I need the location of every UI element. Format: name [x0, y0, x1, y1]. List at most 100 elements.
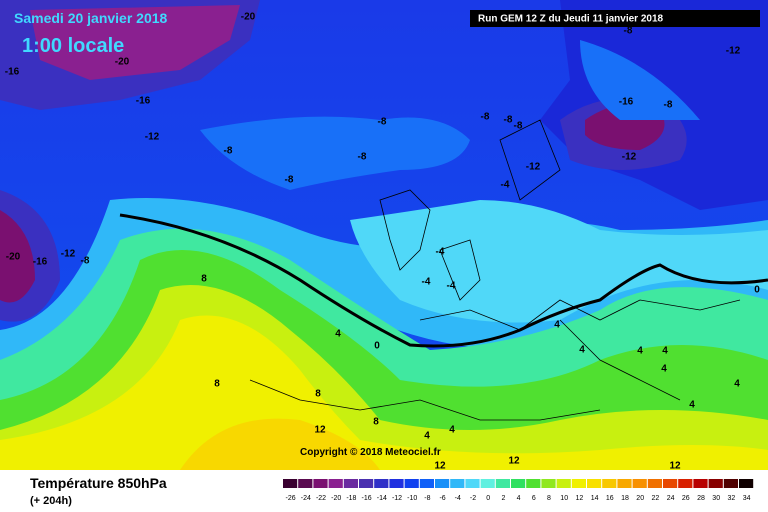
colorbar-swatch — [313, 479, 328, 488]
colorbar-tick-label: 30 — [712, 495, 720, 502]
contour-label: 12 — [508, 456, 520, 467]
colorbar-tick-label: -10 — [407, 495, 417, 502]
run-info: Run GEM 12 Z du Jeudi 11 janvier 2018 — [478, 14, 664, 25]
colorbar-tick-label: -22 — [316, 495, 326, 502]
run-box — [470, 10, 760, 27]
contour-label: -8 — [664, 100, 673, 111]
contour-label: 4 — [424, 431, 430, 442]
colorbar-swatch — [495, 479, 510, 488]
contour-label: 12 — [669, 461, 681, 472]
colorbar-swatch — [435, 479, 450, 488]
contour-label: -16 — [619, 97, 634, 108]
colorbar-swatch — [571, 479, 586, 488]
colorbar-tick-label: 22 — [652, 495, 660, 502]
colorbar-tick-label: -4 — [455, 495, 461, 502]
colorbar-swatch — [404, 479, 419, 488]
contour-label: -12 — [61, 249, 76, 260]
colorbar-swatch — [480, 479, 495, 488]
colorbar-swatch — [647, 479, 662, 488]
colorbar-swatch — [708, 479, 723, 488]
colorbar-swatch — [298, 479, 313, 488]
colorbar-swatch — [526, 479, 541, 488]
contour-label: 12 — [434, 461, 446, 472]
colorbar-swatch — [617, 479, 632, 488]
contour-label: -4 — [501, 180, 510, 191]
colorbar-tick-label: 34 — [743, 495, 751, 502]
contour-label: 8 — [315, 389, 321, 400]
contour-label: 4 — [662, 346, 668, 357]
contour-label: 4 — [449, 425, 455, 436]
colorbar-tick-label: -24 — [301, 495, 311, 502]
lead-time: (+ 204h) — [30, 495, 72, 507]
colorbar-swatch — [723, 479, 738, 488]
colorbar-tick-label: -8 — [424, 495, 430, 502]
product-title: Température 850hPa — [30, 475, 167, 491]
map — [0, 0, 768, 470]
footer-bar — [0, 470, 768, 512]
colorbar-swatch — [343, 479, 358, 488]
colorbar-swatch — [465, 479, 480, 488]
colorbar-tick-label: -16 — [362, 495, 372, 502]
contour-label: -8 — [285, 175, 294, 186]
contour-label: 4 — [689, 400, 695, 411]
contour-label: -4 — [436, 247, 445, 258]
contour-labels: -20-20-16-16-12-8-8-8-8-8 -8-8-12-4-16 -8-… — [5, 12, 760, 472]
colorbar-swatch — [389, 479, 404, 488]
contour-label: 4 — [335, 329, 341, 340]
colorbar-swatch — [419, 479, 434, 488]
contour-label: -20 — [6, 252, 21, 263]
colorbar-swatch — [511, 479, 526, 488]
contour-label: 4 — [637, 346, 643, 357]
contour-label: 4 — [734, 379, 740, 390]
colorbar-tick-label: 28 — [697, 495, 705, 502]
colorbar-swatch — [374, 479, 389, 488]
contour-label: -8 — [624, 26, 633, 37]
valid-date: Samedi 20 janvier 2018 — [14, 10, 168, 26]
contour-label: -4 — [422, 277, 431, 288]
contour-label: -12 — [726, 46, 741, 57]
colorbar-tick-label: 32 — [728, 495, 736, 502]
colorbar-tick-label: -18 — [346, 495, 356, 502]
contour-label: 8 — [214, 379, 220, 390]
colorbar-swatch — [328, 479, 343, 488]
colorbar-swatch — [450, 479, 465, 488]
colorbar-tick-label: 6 — [532, 495, 536, 502]
colorbar-swatch — [283, 479, 298, 488]
contour-label: -20 — [115, 57, 130, 68]
contour-label: 4 — [661, 364, 667, 375]
copyright: Copyright © 2018 Meteociel.fr — [300, 447, 441, 458]
colorbar-tick-label: -2 — [470, 495, 476, 502]
colorbar-tick-label: -12 — [392, 495, 402, 502]
contour-label: -12 — [622, 152, 637, 163]
colorbar-tick-label: 20 — [636, 495, 644, 502]
contour-label: -8 — [224, 146, 233, 157]
contour-label: 12 — [314, 425, 326, 436]
colorbar: -26 -24 -22 -20 -18 -16 -14 -12 -10 -8 -6 -4 -2 0 2 4 6 8… — [283, 479, 754, 502]
colorbar-tick-label: 10 — [560, 495, 568, 502]
colorbar-swatch — [693, 479, 708, 488]
contour-label: -8 — [514, 121, 523, 132]
contour-label: -16 — [5, 67, 20, 78]
colorbar-tick-label: 2 — [501, 495, 505, 502]
colorbar-tick-label: 26 — [682, 495, 690, 502]
contour-label: -16 — [136, 96, 151, 107]
colorbar-swatch — [632, 479, 647, 488]
colorbar-swatch — [587, 479, 602, 488]
colorbar-tick-label: 24 — [667, 495, 675, 502]
colorbar-swatch — [556, 479, 571, 488]
colorbar-swatch — [678, 479, 693, 488]
colorbar-tick-label: 14 — [591, 495, 599, 502]
valid-time: 1:00 locale — [22, 35, 124, 57]
colorbar-tick-label: 8 — [547, 495, 551, 502]
contour-label: -12 — [145, 132, 160, 143]
contour-label: -16 — [33, 257, 48, 268]
colorbar-swatch — [359, 479, 374, 488]
contour-label: 4 — [554, 320, 560, 331]
colorbar-tick-label: -14 — [377, 495, 387, 502]
colorbar-swatch — [602, 479, 617, 488]
contour-label: -4 — [447, 281, 456, 292]
colorbar-tick-label: 12 — [576, 495, 584, 502]
contour-label: -8 — [358, 152, 367, 163]
colorbar-tick-label: 18 — [621, 495, 629, 502]
